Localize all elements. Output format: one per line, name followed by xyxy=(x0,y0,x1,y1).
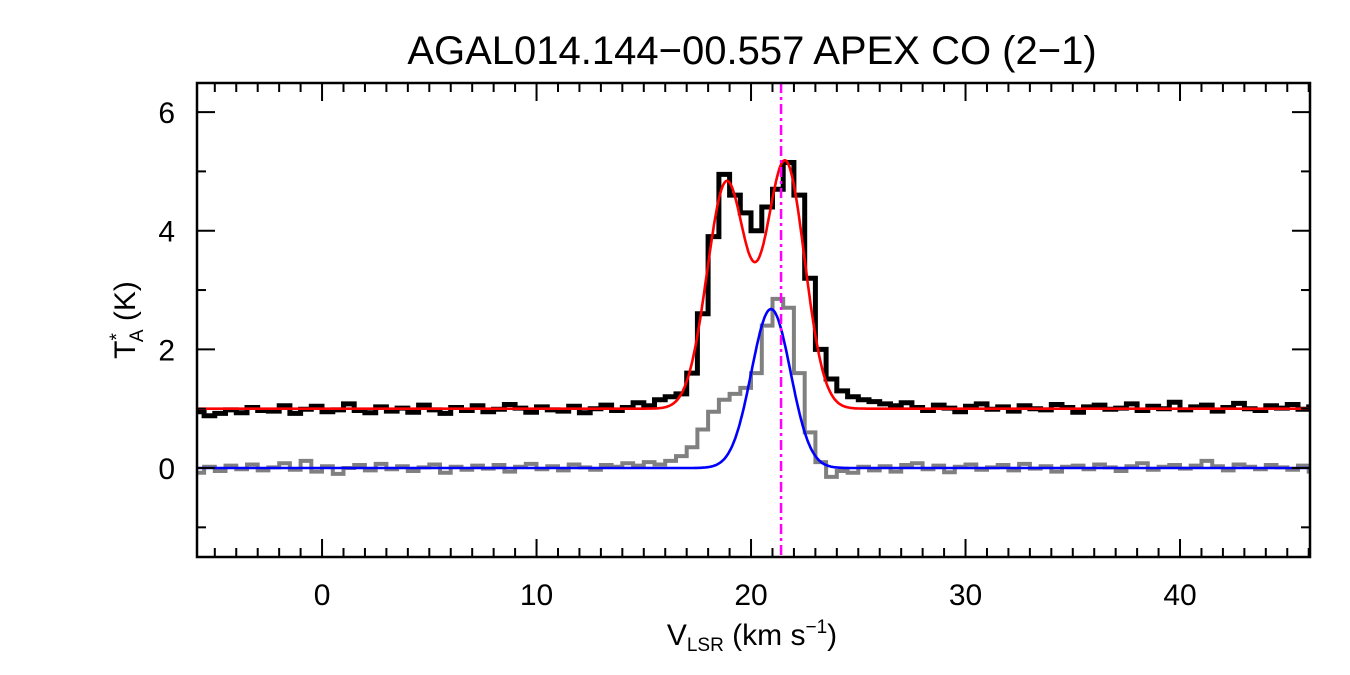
x-axis-label-end: ) xyxy=(827,619,837,652)
x-tick-label: 20 xyxy=(734,579,767,612)
spectrum-gray xyxy=(197,296,1310,479)
chart-title: AGAL014.144−00.557 APEX CO (2−1) xyxy=(407,29,1096,73)
y-tick-label: 0 xyxy=(158,453,175,486)
spectrum-black xyxy=(197,160,1310,419)
x-tick-label: 0 xyxy=(314,579,331,612)
fit-curve-red xyxy=(197,158,1310,410)
y-tick-label: 2 xyxy=(158,334,175,367)
plot-frame xyxy=(195,81,1312,559)
fit-curve-blue xyxy=(197,307,1310,470)
y-axis-label-sup: * xyxy=(107,333,128,341)
y-tick-label: 4 xyxy=(158,216,175,249)
x-axis-label-rest: (km s xyxy=(724,619,806,652)
plot-area xyxy=(197,83,1310,557)
axes: 0 10 20 30 40 0 2 4 6 xyxy=(158,81,1312,612)
x-axis-label-main: V xyxy=(667,619,687,652)
x-axis-label-sup: −1 xyxy=(805,617,827,638)
y-axis-label-sub: A xyxy=(127,329,148,342)
y-axis-label-main: T xyxy=(109,341,142,359)
x-tick-label: 10 xyxy=(520,579,553,612)
x-tick-label: 40 xyxy=(1163,579,1196,612)
plot-content xyxy=(197,83,1310,557)
y-axis-label-rest: (K) xyxy=(109,281,142,329)
x-tick-label: 30 xyxy=(949,579,982,612)
y-tick-label: 6 xyxy=(158,97,175,130)
x-axis-label: VLSR (km s−1) xyxy=(667,617,837,656)
y-axis-label: T*A (K) xyxy=(107,281,148,359)
x-axis-label-sub: LSR xyxy=(687,635,724,656)
